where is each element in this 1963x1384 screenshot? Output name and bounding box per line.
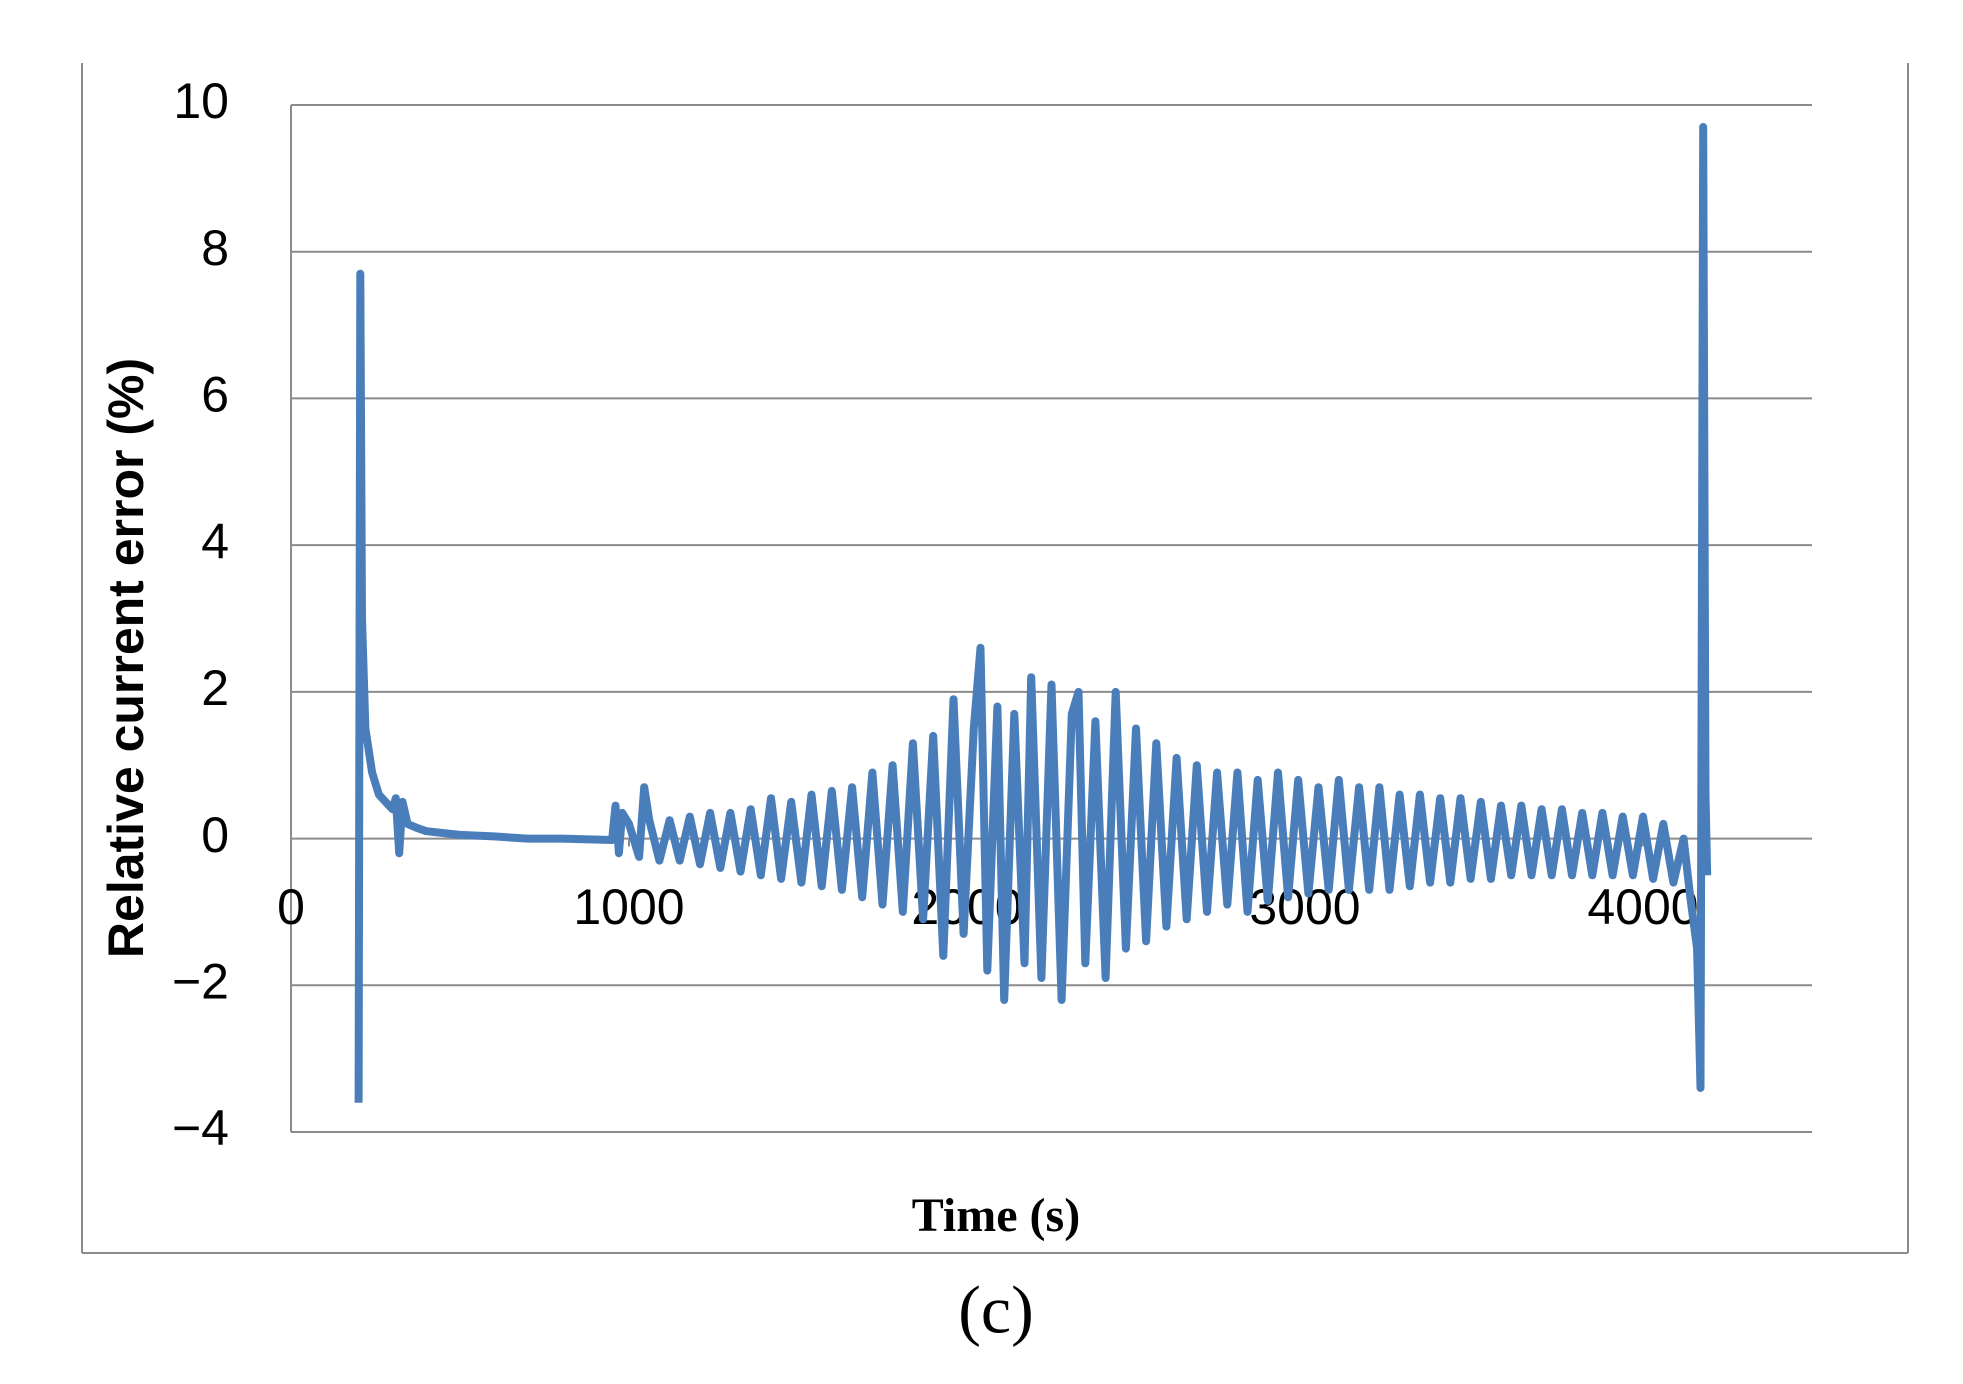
x-tick-label: 1000 (573, 879, 684, 935)
data-line (354, 123, 1712, 1103)
frame (81, 63, 1909, 1254)
x-tick-label: 4000 (1587, 879, 1698, 935)
y-tick-label: −4 (172, 1100, 229, 1156)
x-axis-label: Time (s) (912, 1189, 1080, 1242)
y-tick-label: 4 (201, 513, 229, 569)
caption: (c) (958, 1272, 1033, 1348)
y-tick-label: 6 (201, 367, 229, 423)
y-tick-label: −2 (172, 953, 229, 1009)
y-tick-label: 10 (173, 73, 229, 129)
y-tick-label: 8 (201, 220, 229, 276)
y-tick-label: 0 (201, 807, 229, 863)
x-tick-label: 0 (277, 879, 305, 935)
y-axis-label: Relative current error (%) (98, 358, 154, 958)
y-tick-label: 2 (201, 660, 229, 716)
